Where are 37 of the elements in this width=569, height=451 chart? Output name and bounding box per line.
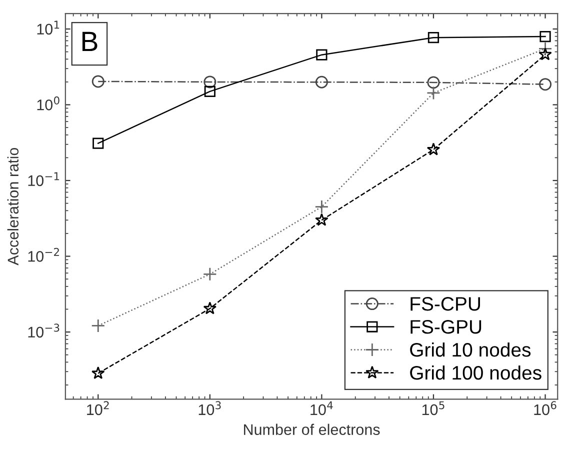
y-tick-label: 10$^{−1}$ — [28, 172, 60, 186]
point — [538, 48, 552, 60]
point — [314, 200, 329, 214]
x-tick-label: 10$^{4}$ — [310, 401, 333, 416]
point — [426, 142, 440, 156]
legend-label: Grid 10 nodes — [410, 342, 531, 357]
point — [204, 76, 216, 88]
x-tick-label: 10$^{5}$ — [422, 401, 444, 416]
point — [91, 366, 105, 380]
y-tick-label: 10$^{−3}$ — [28, 324, 60, 338]
y-tick-label: 10$^{1}$ — [37, 20, 60, 35]
point — [540, 30, 551, 42]
point — [204, 86, 216, 97]
x-tick-label: 10$^{6}$ — [534, 401, 556, 416]
legend-label: FS-GPU — [410, 320, 482, 334]
point — [426, 86, 440, 100]
y-axis-title: Acceleration ratio — [7, 148, 19, 266]
y-tick-label: 10$^{0}$ — [37, 96, 60, 110]
point — [315, 213, 328, 226]
point — [202, 267, 217, 282]
x-tick-label: 10$^{3}$ — [198, 401, 221, 416]
x-axis-title: Number of electrons — [244, 424, 380, 436]
point — [315, 76, 328, 88]
point — [428, 32, 440, 44]
x-tick-label: 10$^{2}$ — [87, 401, 109, 416]
point — [538, 42, 552, 56]
point — [427, 76, 440, 89]
y-tick-label: 10$^{−2}$ — [28, 248, 59, 262]
annotation: B — [82, 32, 98, 52]
legend-label: Grid 100 nodes — [410, 365, 542, 380]
point — [92, 75, 104, 88]
point — [316, 49, 328, 60]
point — [91, 318, 106, 333]
legend-label: FS-CPU — [410, 297, 480, 311]
point — [203, 302, 217, 314]
point — [92, 138, 104, 149]
point — [539, 78, 552, 91]
